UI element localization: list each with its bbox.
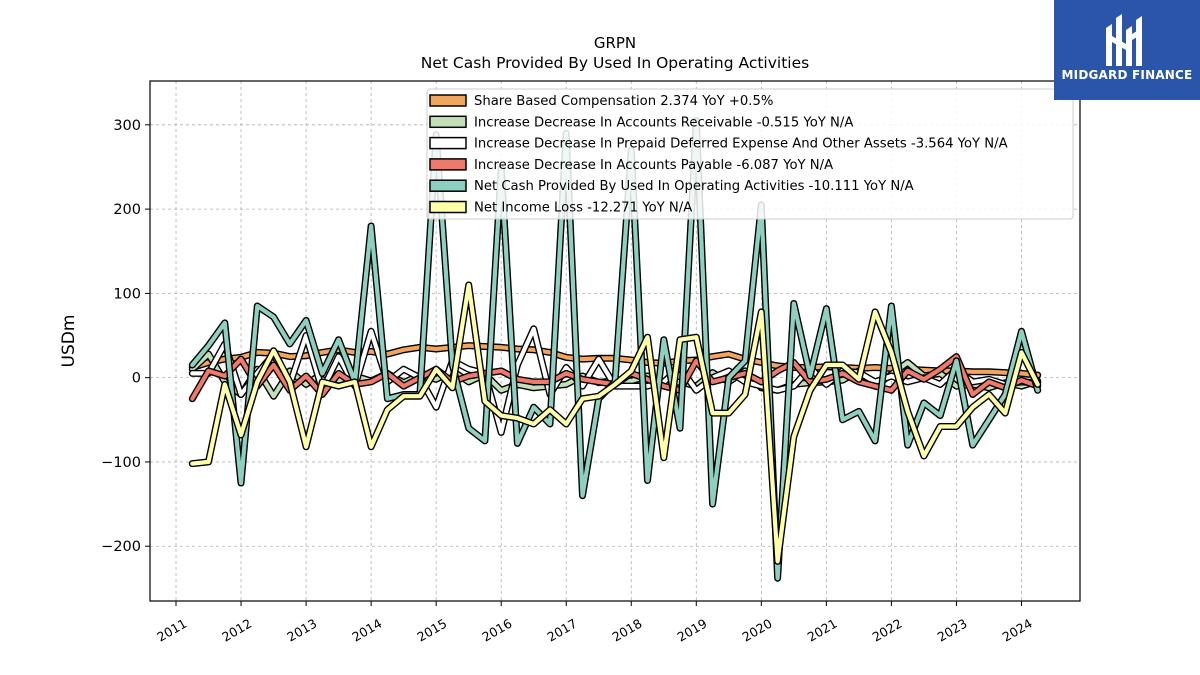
legend-label: Increase Decrease In Accounts Receivable…: [474, 115, 853, 130]
legend-label: Increase Decrease In Accounts Payable -6…: [474, 158, 833, 173]
brand-logo: MIDGARD FINANCE: [1054, 0, 1200, 100]
legend: Share Based Compensation 2.374 YoY +0.5%…: [426, 88, 1074, 220]
plot-frame: [149, 80, 1081, 602]
legend-swatch: [429, 115, 467, 129]
legend-box: [426, 88, 1074, 220]
y-tick-label: 100: [113, 286, 141, 302]
x-axis-ticks: 2011 2012 2013 2014 2015 2016 2017 2018 2019 2020…: [154, 601, 1035, 645]
legend-item: Increase Decrease In Accounts Receivable…: [429, 115, 853, 130]
x-tick-label: 2023: [935, 616, 970, 645]
y-tick-label: 200: [113, 202, 141, 218]
legend-item: Net Cash Provided By Used In Operating A…: [429, 179, 914, 194]
legend-item: Share Based Compensation 2.374 YoY +0.5%: [429, 94, 773, 109]
legend-label: Net Income Loss -12.271 YoY N/A: [474, 201, 692, 216]
x-tick-label: 2015: [414, 616, 449, 645]
x-tick-label: 2012: [219, 616, 254, 645]
x-tick-label: 2020: [740, 616, 775, 645]
x-tick-label: 2011: [154, 616, 189, 645]
series-line: [190, 282, 1040, 564]
midgard-m-icon: [1106, 14, 1142, 66]
chart-subtitle: Net Cash Provided By Used In Operating A…: [421, 54, 809, 72]
y-tick-label: 300: [113, 118, 141, 134]
y-tick-label: 0: [132, 371, 141, 387]
series-layer: [188, 117, 1042, 582]
x-tick-label: 2019: [675, 616, 710, 645]
series-net-income-loss: [188, 281, 1042, 565]
x-tick-label: 2018: [609, 616, 644, 645]
x-tick-label: 2013: [284, 616, 319, 645]
legend-swatch: [429, 136, 467, 150]
y-tick-label: −100: [101, 455, 141, 471]
legend-swatch: [429, 200, 467, 214]
legend-item: Net Income Loss -12.271 YoY N/A: [429, 200, 692, 216]
y-tick-label: −200: [101, 539, 141, 555]
legend-label: Net Cash Provided By Used In Operating A…: [474, 179, 914, 194]
y-axis-ticks: −200 −100 0 100 200 300: [101, 118, 150, 555]
x-tick-label: 2017: [544, 616, 579, 645]
brand-name: MIDGARD FINANCE: [1061, 68, 1193, 82]
legend-swatch: [429, 94, 467, 107]
chart-title: GRPN: [594, 34, 636, 52]
x-tick-label: 2021: [805, 616, 840, 645]
x-tick-label: 2024: [1000, 616, 1035, 645]
x-tick-label: 2022: [870, 616, 905, 645]
legend-item: Increase Decrease In Prepaid Deferred Ex…: [429, 136, 1008, 152]
y-axis-label: USDm: [59, 315, 79, 368]
legend-item: Increase Decrease In Accounts Payable -6…: [429, 158, 833, 173]
legend-label: Increase Decrease In Prepaid Deferred Ex…: [474, 137, 1008, 152]
x-tick-label: 2016: [479, 616, 514, 645]
legend-swatch: [429, 179, 467, 192]
legend-label: Share Based Compensation 2.374 YoY +0.5%: [474, 94, 773, 109]
legend-swatch: [429, 158, 467, 171]
x-tick-label: 2014: [349, 616, 384, 645]
